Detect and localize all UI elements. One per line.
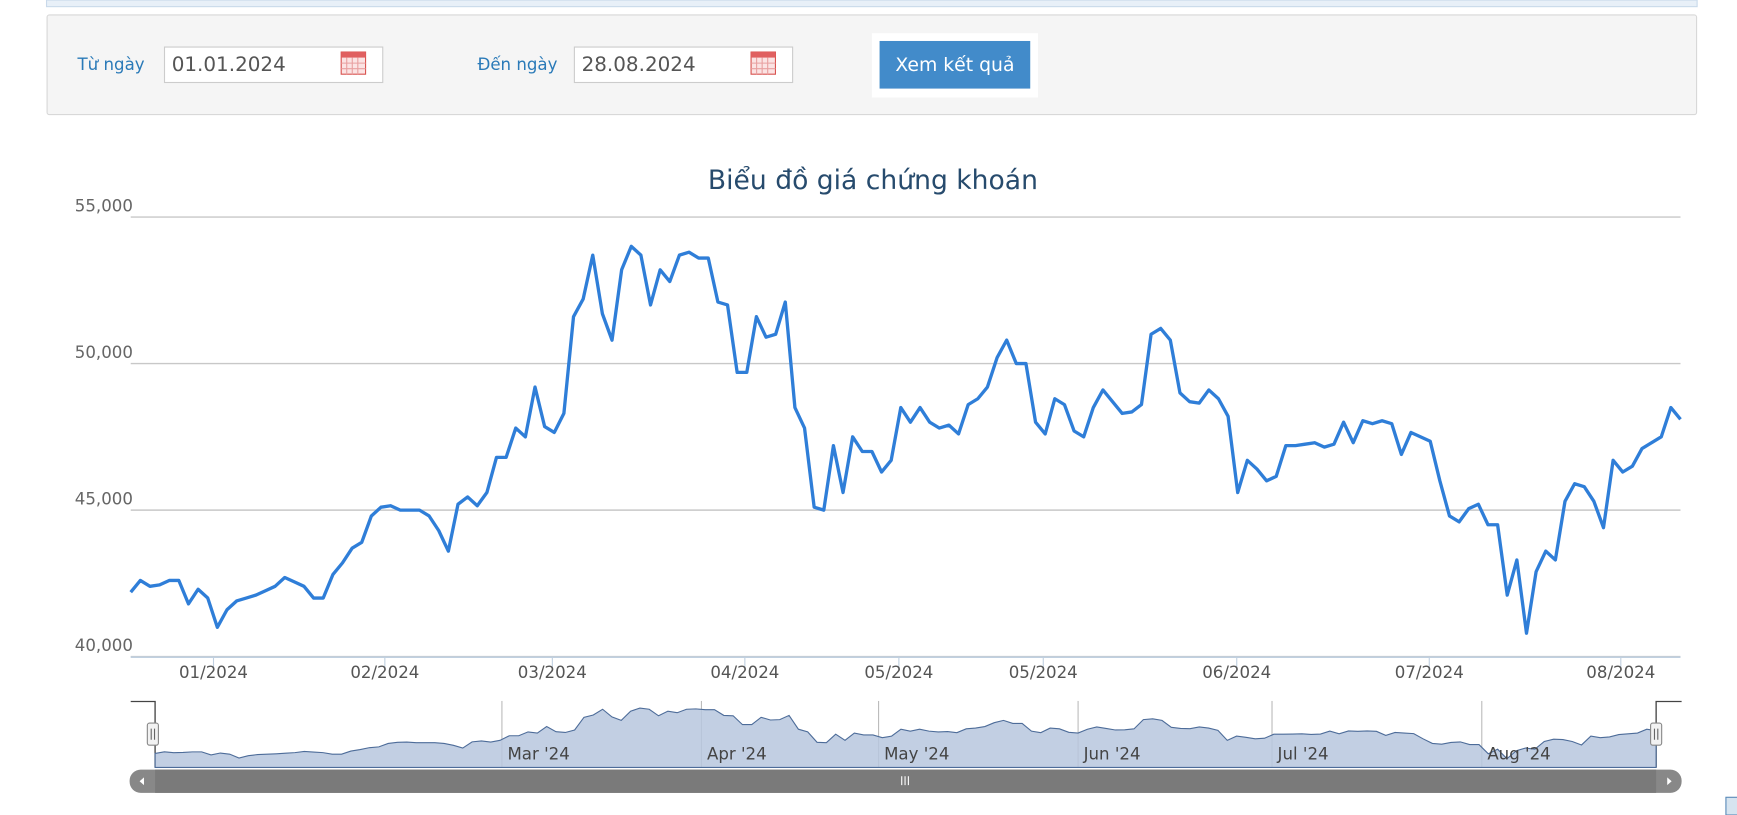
plot: 40,000 45,000 50,000 55,000 01/2024 02/2024 03…	[75, 197, 1737, 815]
calendar-icon[interactable]	[340, 51, 367, 75]
from-value: 01.01.2024	[172, 53, 286, 76]
y-tick-label: 55,000	[75, 197, 133, 216]
submit-label: Xem kết quả	[895, 54, 1014, 76]
calendar-icon[interactable]	[750, 51, 777, 75]
navigator-handle[interactable]	[1650, 722, 1663, 746]
x-tick-label: 05/2024	[864, 663, 933, 682]
navigator-label: Jul '24	[1277, 745, 1329, 764]
navigator-label: May '24	[884, 745, 949, 764]
x-tick-label: 05/2024	[1009, 663, 1078, 682]
to-label: Đến ngày	[477, 55, 557, 74]
navigator-area	[154, 707, 1657, 768]
to-value: 28.08.2024	[582, 53, 696, 76]
x-tick-label: 02/2024	[350, 663, 419, 682]
x-tick-label: 04/2024	[710, 663, 779, 682]
top-strip	[45, 0, 1698, 8]
navigator-label: Aug '24	[1487, 745, 1550, 764]
x-tick-label: 01/2024	[179, 663, 248, 682]
navigator-label: Jun '24	[1083, 745, 1141, 764]
scroll-grip	[901, 776, 909, 786]
from-label: Từ ngày	[77, 55, 145, 74]
y-tick-label: 50,000	[75, 343, 133, 362]
x-tick-label: 08/2024	[1586, 663, 1655, 682]
navigator-label: Mar '24	[507, 745, 569, 764]
y-tick-label: 45,000	[75, 490, 133, 509]
handle-grip	[150, 728, 156, 740]
x-tick-label: 06/2024	[1202, 663, 1271, 682]
corner-icon	[1725, 796, 1737, 815]
x-tick-label: 03/2024	[518, 663, 587, 682]
submit-button[interactable]	[879, 40, 1031, 89]
handle-grip	[1653, 728, 1659, 740]
navigator-label: Apr '24	[707, 745, 767, 764]
x-tick-label: 07/2024	[1395, 663, 1464, 682]
price-line	[129, 244, 1682, 635]
scroll-left	[139, 777, 145, 786]
navigator-handle[interactable]	[146, 722, 159, 746]
y-tick-label: 40,000	[75, 636, 133, 655]
scroll-right	[1667, 777, 1672, 786]
chart-title: Biểu đồ giá chứng khoán	[708, 165, 1038, 196]
